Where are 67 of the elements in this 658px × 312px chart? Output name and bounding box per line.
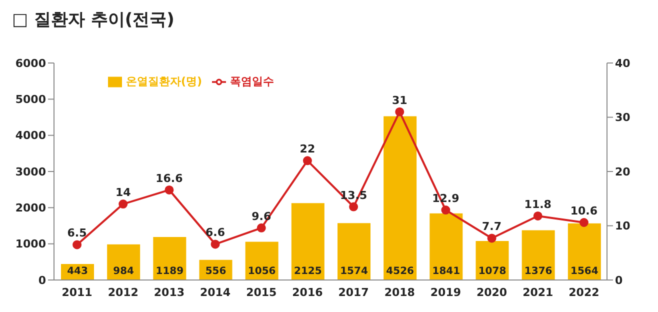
point — [72, 240, 82, 250]
data-label: 1189 — [156, 266, 184, 277]
point — [118, 200, 128, 209]
bar — [153, 237, 186, 280]
x-tick-label: 2014 — [200, 286, 231, 299]
chart-title: □ 질환자 추이(전국) — [12, 9, 176, 32]
y-tick-label: 1000 — [15, 238, 46, 251]
y2-tick-label: 20 — [615, 165, 631, 178]
x-tick-label: 2011 — [62, 286, 92, 299]
x-tick-label: 2019 — [430, 286, 462, 299]
bar — [338, 223, 370, 280]
point — [302, 156, 312, 166]
point — [533, 211, 542, 220]
data-label: 11.8 — [524, 198, 552, 211]
point — [441, 206, 450, 215]
data-label: 10.6 — [570, 204, 598, 218]
x-tick-label: 2018 — [384, 286, 415, 299]
y2-tick-label: 30 — [615, 111, 631, 124]
data-label: 1841 — [432, 266, 460, 277]
y2-tick-label: 10 — [615, 220, 631, 233]
y2-tick-label: 40 — [615, 56, 631, 70]
y-tick-label: 0 — [38, 274, 46, 287]
data-label: 1574 — [340, 266, 368, 277]
data-label: 6.5 — [67, 226, 87, 240]
y-tick-label: 4000 — [15, 129, 46, 142]
point — [256, 223, 266, 232]
point — [579, 218, 588, 227]
x-tick-label: 2015 — [246, 286, 277, 299]
legend-label: 폭염일수 — [230, 75, 274, 88]
point — [487, 234, 496, 243]
data-label: 22 — [300, 142, 316, 156]
x-tick-label: 2013 — [154, 286, 185, 299]
data-label: 556 — [205, 266, 226, 277]
x-tick-label: 2022 — [568, 286, 600, 299]
point — [349, 202, 358, 212]
x-tick-label: 2021 — [522, 286, 554, 299]
data-label: 16.6 — [156, 172, 184, 185]
y-tick-label: 5000 — [15, 93, 46, 106]
data-label: 1056 — [248, 266, 276, 277]
point — [210, 240, 220, 249]
data-label: 14 — [115, 186, 132, 200]
bar — [291, 203, 324, 280]
data-label: 443 — [67, 266, 88, 277]
legend-label: 온열질환자(명) — [126, 75, 202, 88]
y-tick-label: 6000 — [15, 56, 46, 70]
y-tick-label: 3000 — [15, 165, 46, 178]
bar — [384, 116, 417, 280]
y-tick-label: 2000 — [15, 202, 46, 215]
x-tick-label: 2012 — [108, 286, 138, 299]
x-tick-label: 2017 — [338, 286, 369, 299]
point — [395, 107, 404, 116]
data-label: 2125 — [294, 266, 322, 277]
data-label: 7.7 — [482, 220, 502, 234]
data-label: 984 — [113, 266, 134, 277]
bar — [522, 230, 555, 280]
x-tick-label: 2016 — [292, 286, 324, 299]
data-label: 6.6 — [206, 226, 226, 240]
data-label: 31 — [392, 94, 408, 107]
data-label: 1078 — [478, 266, 506, 277]
data-label: 1376 — [524, 266, 552, 277]
data-label: 4526 — [386, 266, 414, 277]
data-label: 1564 — [570, 266, 598, 277]
x-tick-label: 2020 — [476, 286, 508, 299]
bar — [568, 223, 601, 280]
y2-tick-label: 0 — [615, 274, 623, 287]
bar — [430, 213, 463, 280]
point — [164, 185, 174, 194]
